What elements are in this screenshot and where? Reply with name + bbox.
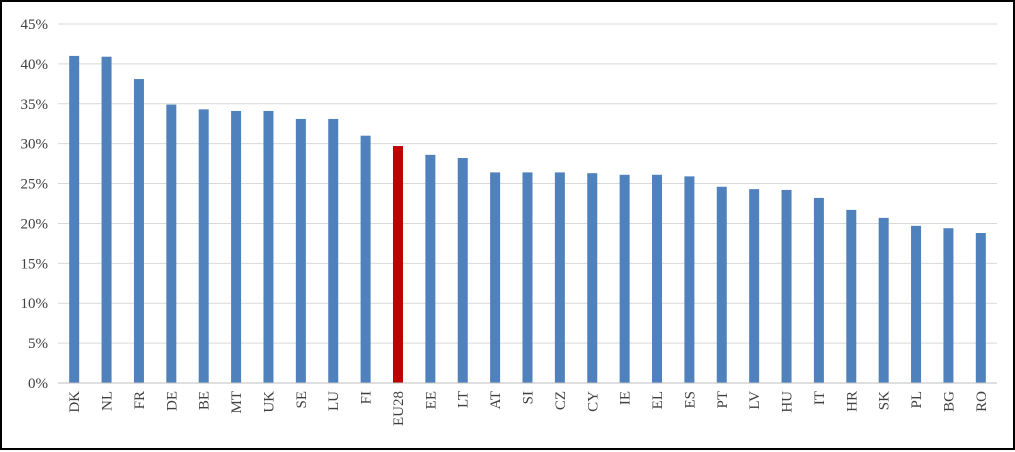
- bar-fr: [133, 79, 144, 384]
- x-tick-label: HR: [844, 391, 860, 412]
- x-tick-label: LU: [326, 391, 342, 411]
- y-tick-label: 20%: [21, 216, 49, 232]
- bar-es: [684, 176, 695, 383]
- bar-ro: [975, 233, 986, 383]
- y-tick-label: 35%: [21, 97, 49, 113]
- x-tick-label: EE: [423, 391, 439, 409]
- y-axis-tick-labels: 0% 5% 10% 15% 20% 25% 30% 35% 40% 45%: [21, 17, 49, 392]
- bar-pl: [911, 225, 922, 383]
- x-tick-label: BG: [941, 391, 957, 412]
- bar-fi: [360, 135, 371, 383]
- bar-it: [813, 197, 824, 383]
- x-tick-label: BE: [197, 391, 213, 410]
- x-tick-label: PL: [909, 391, 925, 409]
- x-tick-label: DK: [67, 391, 83, 413]
- bar-sk: [878, 217, 889, 383]
- bar-bg: [943, 228, 954, 383]
- bars: [69, 55, 986, 384]
- x-tick-label: MT: [229, 391, 245, 414]
- x-tick-label: LV: [747, 391, 763, 410]
- x-tick-label: IT: [812, 391, 828, 405]
- x-tick-label: FI: [359, 391, 375, 404]
- y-tick-label: 15%: [21, 256, 49, 272]
- x-tick-label: PT: [715, 391, 731, 409]
- x-tick-label: SK: [877, 391, 893, 410]
- y-tick-label: 30%: [21, 137, 49, 153]
- bar-ee: [425, 154, 436, 383]
- y-tick-label: 0%: [28, 376, 48, 392]
- bar-mt: [231, 110, 242, 384]
- x-tick-label: UK: [261, 391, 277, 413]
- bar-cz: [554, 172, 565, 383]
- y-tick-label: 5%: [28, 336, 48, 352]
- bar-se: [295, 118, 306, 384]
- x-tick-label: EU28: [391, 391, 407, 426]
- x-tick-label: HU: [780, 391, 796, 413]
- y-tick-label: 45%: [21, 17, 49, 33]
- bar-at: [490, 172, 501, 383]
- bar-nl: [101, 56, 112, 383]
- bar-pt: [716, 186, 727, 383]
- bar-uk: [263, 110, 274, 384]
- bar-eu28: [392, 146, 403, 383]
- bar-be: [198, 109, 209, 384]
- x-tick-label: CY: [585, 391, 601, 412]
- y-tick-label: 40%: [21, 57, 49, 73]
- x-tick-label: NL: [100, 391, 116, 411]
- x-tick-label: AT: [488, 391, 504, 409]
- bar-ie: [619, 174, 630, 383]
- bar-dk: [69, 55, 80, 384]
- x-tick-label: SE: [294, 391, 310, 409]
- y-tick-label: 10%: [21, 296, 49, 312]
- y-tick-label: 25%: [21, 177, 49, 193]
- bar-cy: [587, 173, 598, 383]
- x-tick-label: SI: [521, 391, 537, 404]
- bar-lv: [749, 189, 760, 383]
- x-tick-label: IE: [618, 391, 634, 405]
- x-tick-label: EL: [650, 391, 666, 409]
- x-tick-label: CZ: [553, 391, 569, 410]
- bar-lt: [457, 158, 468, 383]
- x-tick-label: FR: [132, 391, 148, 409]
- bar-de: [166, 104, 177, 383]
- bar-hr: [846, 209, 857, 383]
- bar-hu: [781, 189, 792, 383]
- x-axis-tick-labels: DK NL FR DE BE MT UK SE LU FI EU28 EE LT AT SI CZ CY IE EL…: [67, 391, 990, 426]
- bar-el: [652, 174, 663, 383]
- bar-si: [522, 172, 533, 383]
- x-tick-label: LT: [456, 391, 472, 408]
- bar-lu: [328, 118, 339, 384]
- x-tick-label: DE: [164, 391, 180, 411]
- x-tick-label: ES: [682, 391, 698, 409]
- x-tick-label: RO: [974, 391, 990, 412]
